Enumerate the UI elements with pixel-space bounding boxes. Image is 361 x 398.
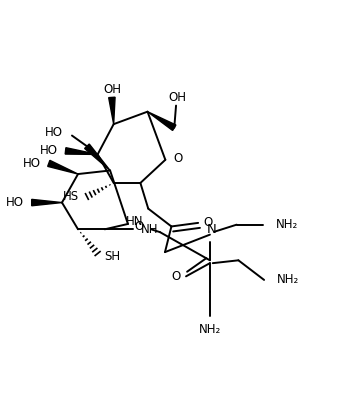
Text: OH: OH <box>169 91 187 104</box>
Text: N: N <box>207 223 217 236</box>
Text: HO: HO <box>40 144 58 157</box>
Text: HS: HS <box>63 190 79 203</box>
Text: O: O <box>172 270 181 283</box>
Polygon shape <box>84 144 110 170</box>
Text: NH₂: NH₂ <box>277 273 299 287</box>
Text: NH₂: NH₂ <box>199 324 221 336</box>
Polygon shape <box>32 199 62 206</box>
Text: HN: HN <box>125 215 143 228</box>
Text: NH: NH <box>140 223 158 236</box>
Text: O: O <box>203 217 212 229</box>
Polygon shape <box>148 112 176 131</box>
Text: OH: OH <box>103 83 121 96</box>
Text: O: O <box>173 152 182 164</box>
Polygon shape <box>109 97 115 124</box>
Polygon shape <box>48 160 78 174</box>
Text: HO: HO <box>45 126 63 139</box>
Polygon shape <box>65 148 97 154</box>
Text: HO: HO <box>23 157 41 170</box>
Text: SH: SH <box>105 250 121 263</box>
Text: NH₂: NH₂ <box>276 218 298 231</box>
Text: HO: HO <box>6 196 24 209</box>
Text: O: O <box>134 220 143 233</box>
